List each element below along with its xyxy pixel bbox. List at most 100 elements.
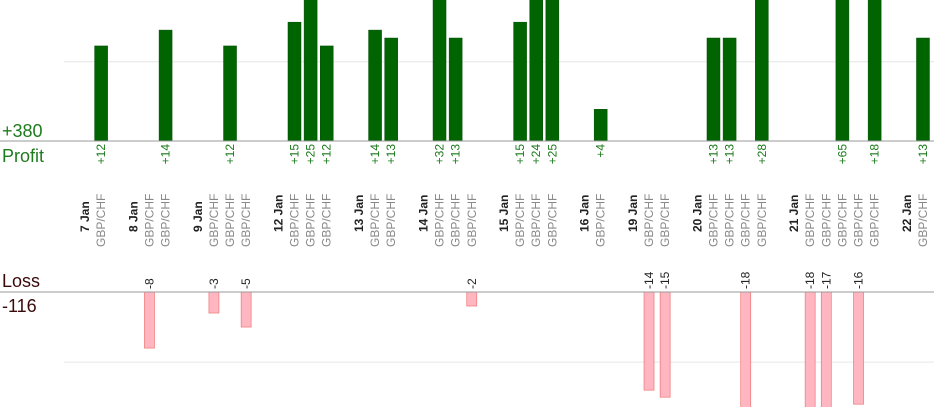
value-label: +18 <box>868 144 882 165</box>
value-label: +15 <box>513 144 527 165</box>
date-label: 19 Jan <box>626 195 640 232</box>
value-label: +15 <box>287 144 301 165</box>
value-label: -15 <box>658 271 672 289</box>
profit-bar <box>867 0 882 141</box>
profit-bar <box>513 21 527 141</box>
pair-label: GBP/CHF <box>449 194 463 247</box>
profit-bar <box>384 37 398 141</box>
date-label: 12 Jan <box>271 195 285 232</box>
value-label: -18 <box>803 271 817 289</box>
value-label: +12 <box>94 144 108 165</box>
pair-label: GBP/CHF <box>287 194 301 247</box>
value-label: +4 <box>594 144 608 158</box>
date-label: 13 Jan <box>352 195 366 232</box>
pair-label: GBP/CHF <box>223 194 237 247</box>
profit-bar <box>448 37 463 141</box>
profit-bar <box>916 37 930 141</box>
value-label: +13 <box>384 144 398 165</box>
loss-total: -116 <box>2 296 37 316</box>
pair-label: GBP/CHF <box>594 194 608 247</box>
loss-bar <box>804 292 816 407</box>
pair-label: GBP/CHF <box>723 194 737 247</box>
value-label: +65 <box>835 144 849 165</box>
value-label: +12 <box>223 144 237 165</box>
value-label: +13 <box>723 144 737 165</box>
loss-bar <box>240 292 252 328</box>
value-label: +14 <box>159 144 173 165</box>
loss-bar <box>853 292 864 405</box>
pair-label: GBP/CHF <box>239 194 253 247</box>
profit-panel <box>94 0 930 141</box>
pair-label: GBP/CHF <box>755 194 769 247</box>
value-label: +13 <box>706 144 720 165</box>
date-label: 20 Jan <box>690 195 704 232</box>
profit-bar <box>835 0 850 141</box>
profit-bar <box>158 29 173 141</box>
pair-label: GBP/CHF <box>433 194 447 247</box>
date-label: 7 Jan <box>78 201 92 232</box>
date-label: 8 Jan <box>126 201 140 232</box>
profit-bar <box>545 0 560 141</box>
loss-bar <box>466 292 478 307</box>
value-label: -18 <box>739 271 753 289</box>
pair-label: GBP/CHF <box>803 194 817 247</box>
date-label: 15 Jan <box>497 195 511 232</box>
pair-label: GBP/CHF <box>320 194 334 247</box>
value-label: -8 <box>142 278 156 289</box>
value-label: -16 <box>852 271 866 289</box>
value-label: +32 <box>433 144 447 165</box>
pair-label: GBP/CHF <box>868 194 882 247</box>
value-label: +13 <box>449 144 463 165</box>
value-label: -14 <box>642 271 656 289</box>
pair-label: GBP/CHF <box>658 194 672 247</box>
loss-panel <box>144 292 864 407</box>
profit-bar <box>432 0 447 141</box>
profit-total: +380 <box>2 121 43 141</box>
pair-label: GBP/CHF <box>384 194 398 247</box>
pair-label: GBP/CHF <box>529 194 543 247</box>
loss-bar <box>740 292 752 407</box>
pair-label: GBP/CHF <box>835 194 849 247</box>
profit-bar <box>755 0 769 141</box>
pair-label: GBP/CHF <box>706 194 720 247</box>
value-label: +25 <box>545 144 559 165</box>
profit-bar <box>287 21 302 141</box>
value-label: +28 <box>755 144 769 165</box>
profit-bar <box>706 37 721 141</box>
profit-bar <box>593 109 608 141</box>
loss-bar <box>643 292 655 391</box>
profit-bar <box>368 29 382 141</box>
value-label: +24 <box>529 144 543 165</box>
pair-label: GBP/CHF <box>852 194 866 247</box>
pair-label: GBP/CHF <box>642 194 656 247</box>
value-label: +12 <box>320 144 334 165</box>
profit-bar <box>223 45 237 141</box>
loss-bar <box>659 292 671 398</box>
loss-bar <box>144 292 155 349</box>
profit-bar <box>529 0 543 141</box>
pair-label: GBP/CHF <box>739 194 753 247</box>
pair-label: GBP/CHF <box>142 194 156 247</box>
date-label: 9 Jan <box>191 201 205 232</box>
pair-label: GBP/CHF <box>916 194 930 247</box>
value-label: +14 <box>368 144 382 165</box>
date-label: 22 Jan <box>900 195 914 232</box>
value-label: +25 <box>304 144 318 165</box>
date-label: 14 Jan <box>416 195 430 232</box>
pair-label: GBP/CHF <box>304 194 318 247</box>
value-label: +13 <box>916 144 930 165</box>
date-label: 21 Jan <box>787 195 801 232</box>
profit-bar <box>722 37 737 141</box>
profit-label: Profit <box>2 146 44 166</box>
pair-label: GBP/CHF <box>368 194 382 247</box>
value-label: -3 <box>207 278 221 289</box>
loss-bar <box>820 292 832 407</box>
value-label: -5 <box>239 278 253 289</box>
loss-label: Loss <box>2 271 40 291</box>
profit-bar <box>94 45 108 141</box>
pair-label: GBP/CHF <box>207 194 221 247</box>
pair-label: GBP/CHF <box>513 194 527 247</box>
profit-bar <box>303 0 318 141</box>
